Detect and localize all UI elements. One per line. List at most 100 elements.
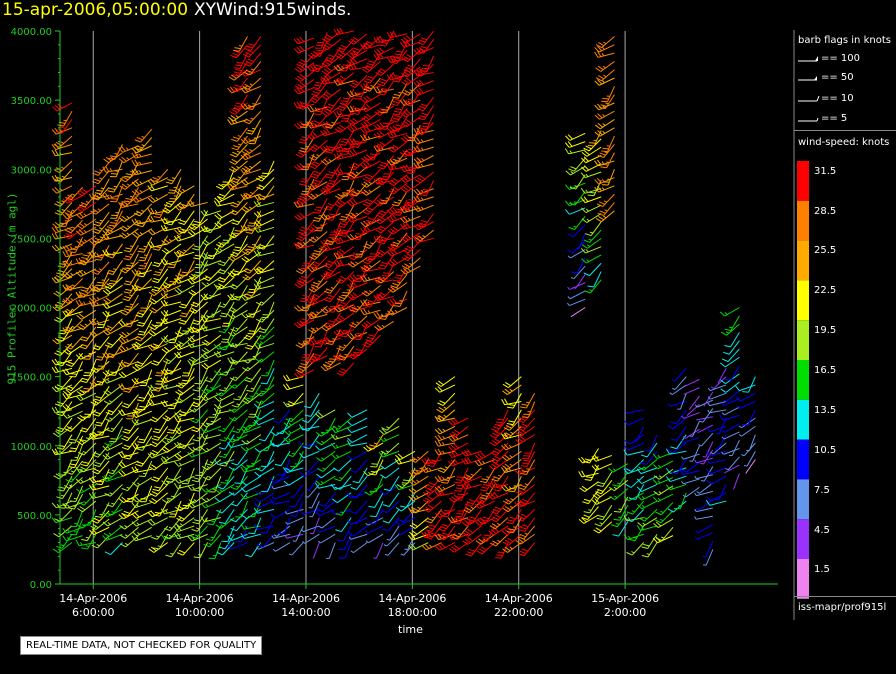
wind-barb [255,392,275,405]
barb-feather [326,185,333,188]
barb-half-feather [113,251,117,254]
barb-feather [63,310,70,315]
barb-feather [201,349,208,354]
barb-feather [313,144,320,149]
barb-feather [147,230,153,236]
barb-feather [149,325,156,331]
barb-feather [259,244,266,248]
barb-half-feather [328,158,332,162]
barb-feather [270,513,276,519]
wind-barb [248,517,262,534]
wind-barb [240,484,261,493]
wind-barb [131,195,152,203]
barb-feather [403,111,409,116]
barb-feather [256,186,263,191]
wind-barb [208,542,222,559]
barb-feather [75,271,82,277]
barb-feather [62,527,68,534]
barb-feather [78,353,84,359]
wind-barb [137,319,153,336]
wind-barb [168,185,182,203]
barb-half-feather [60,494,65,497]
wind-barb [88,483,110,491]
barb-feather [227,119,232,125]
barb-half-feather [60,544,65,547]
wind-barb [271,533,291,539]
barb-feather [164,415,171,420]
barb-feather [92,180,99,185]
barb-feather [383,272,390,274]
wind-barb [75,351,97,360]
barb-half-feather [192,361,195,365]
barb-half-feather [197,387,201,390]
barb-feather [92,347,99,351]
wind-barb [92,278,110,293]
barb-feather [118,451,123,458]
barb-feather [339,124,346,130]
wind-barb [243,52,262,67]
barb-staff [222,542,235,556]
barb-feather [217,486,224,490]
wind-barb [135,303,153,318]
wind-barb [119,228,139,239]
barb-feather [244,72,251,76]
wind-barb [76,218,97,230]
barb-feather [328,54,335,58]
barb-feather [161,480,167,486]
barb-feather [363,181,370,187]
barb-feather [193,257,200,260]
wind-barb [299,286,315,303]
barb-feather [65,389,72,395]
barb-feather [151,289,157,295]
barb-feather [246,69,253,73]
barb-half-feather [261,335,265,338]
barb-feather [205,538,213,541]
barb-feather [131,269,136,276]
barb-feather [296,46,302,53]
wind-barb [69,435,84,452]
barb-feather [219,268,226,272]
barb-feather [221,312,228,315]
wind-barb [62,195,83,204]
barb-feather [94,515,102,518]
barb-feather [134,168,139,175]
wind-barb [132,336,153,348]
barb-feather [201,447,207,453]
wind-barb [272,542,291,552]
barb-feather [150,330,157,335]
barb-feather [135,407,141,412]
barb-feather [403,176,409,182]
wind-barb [201,334,222,346]
barb-feather [54,352,61,357]
barb-half-feather [129,245,134,248]
barb-half-feather [207,475,212,479]
wind-barb [373,312,394,319]
barb-feather [366,219,373,223]
wind-barb [301,153,315,171]
barb-half-feather [61,175,65,178]
barb-feather [293,323,300,329]
barb-feather [200,487,207,493]
barb-half-feather [385,313,389,315]
barb-feather [312,132,318,138]
barb-feather [218,521,226,525]
barb-feather [333,260,338,267]
barb-feather [392,186,399,191]
wind-barb [309,90,328,104]
barb-feather [200,325,205,332]
barb-feather [245,118,252,122]
wind-barb [77,409,97,422]
barb-half-feather [236,403,240,406]
barb-feather [80,202,88,206]
barb-feather [102,193,107,200]
barb-feather [160,287,166,293]
barb-feather [80,466,87,471]
barb-feather [118,471,124,477]
wind-barb [106,243,123,259]
wind-barb [58,459,73,476]
barb-feather [243,270,250,274]
barb-feather [340,368,347,372]
barb-feather [201,497,207,503]
wind-barb [132,360,153,372]
barb-feather [215,524,222,529]
